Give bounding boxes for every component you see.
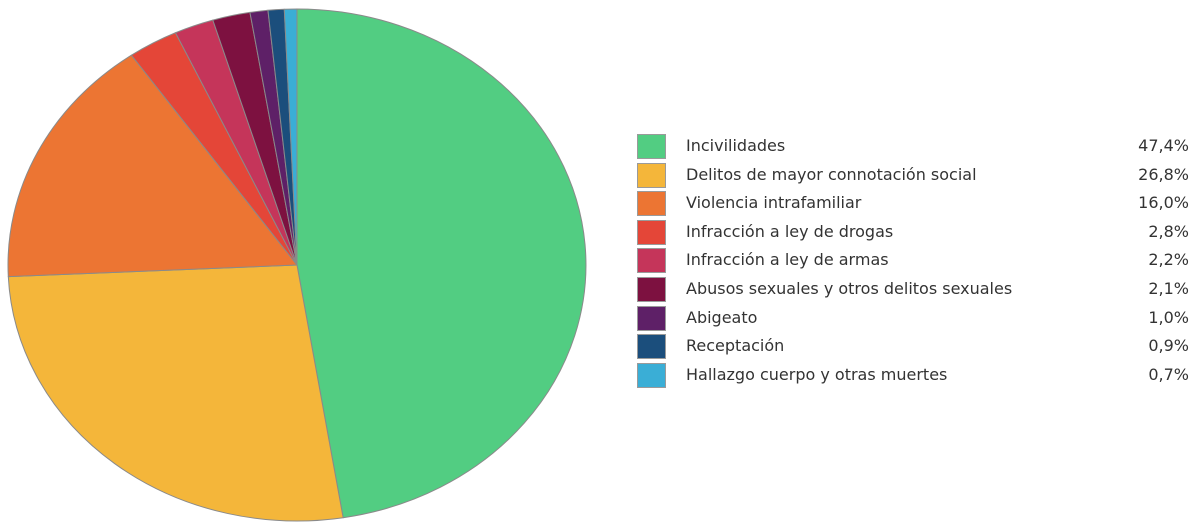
legend-item: Hallazgo cuerpo y otras muertes 0,7% <box>637 361 1189 390</box>
legend-label: Infracción a ley de armas <box>686 250 889 270</box>
pie-chart <box>7 8 587 522</box>
legend-swatch <box>637 334 666 360</box>
legend-item: Incivilidades 47,4% <box>637 132 1189 161</box>
legend-item: Violencia intrafamiliar 16,0% <box>637 189 1189 218</box>
legend-label: Incivilidades <box>686 136 786 155</box>
legend-label: Violencia intrafamiliar <box>686 193 862 213</box>
legend-value: 0,7% <box>1148 364 1189 384</box>
legend-label: Hallazgo cuerpo y otras muertes <box>686 364 948 384</box>
legend-item: Delitos de mayor connotación social 26,8% <box>637 161 1189 190</box>
legend-value: 2,2% <box>1148 250 1189 270</box>
legend-label: Receptación <box>686 336 785 356</box>
legend-label: Abigeato <box>686 307 758 327</box>
legend-swatch <box>637 134 666 159</box>
pie-slice-2 <box>7 54 298 278</box>
legend-value: 26,8% <box>1138 164 1189 184</box>
legend-swatch <box>637 219 666 245</box>
legend-swatch <box>637 362 666 388</box>
legend-value: 1,0% <box>1148 307 1189 327</box>
legend-value: 0,9% <box>1148 336 1189 356</box>
legend-label: Delitos de mayor connotación social <box>686 164 977 184</box>
legend-swatch <box>637 191 666 217</box>
legend-value: 2,1% <box>1148 278 1189 298</box>
legend-label: Infracción a ley de drogas <box>686 221 894 241</box>
legend-swatch <box>637 162 666 188</box>
legend-item: Infracción a ley de drogas 2,8% <box>637 218 1189 247</box>
legend-value: 47,4% <box>1138 136 1189 155</box>
legend-item: Receptación 0,9% <box>637 332 1189 361</box>
legend-item: Abusos sexuales y otros delitos sexuales… <box>637 275 1189 304</box>
pie-slice-8 <box>283 8 298 266</box>
legend-value: 16,0% <box>1138 193 1189 213</box>
legend-swatch <box>637 305 666 331</box>
legend-swatch <box>637 276 666 302</box>
legend-item: Abigeato 1,0% <box>637 304 1189 333</box>
chart-legend: Incivilidades 47,4% Delitos de mayor conno… <box>637 132 1189 389</box>
legend-value: 2,8% <box>1148 221 1189 241</box>
pie-slice-0 <box>296 8 587 519</box>
pie-slice-1 <box>7 264 344 522</box>
legend-swatch <box>637 248 666 274</box>
legend-label: Abusos sexuales y otros delitos sexuales <box>686 278 1013 298</box>
legend-item: Infracción a ley de armas 2,2% <box>637 246 1189 275</box>
